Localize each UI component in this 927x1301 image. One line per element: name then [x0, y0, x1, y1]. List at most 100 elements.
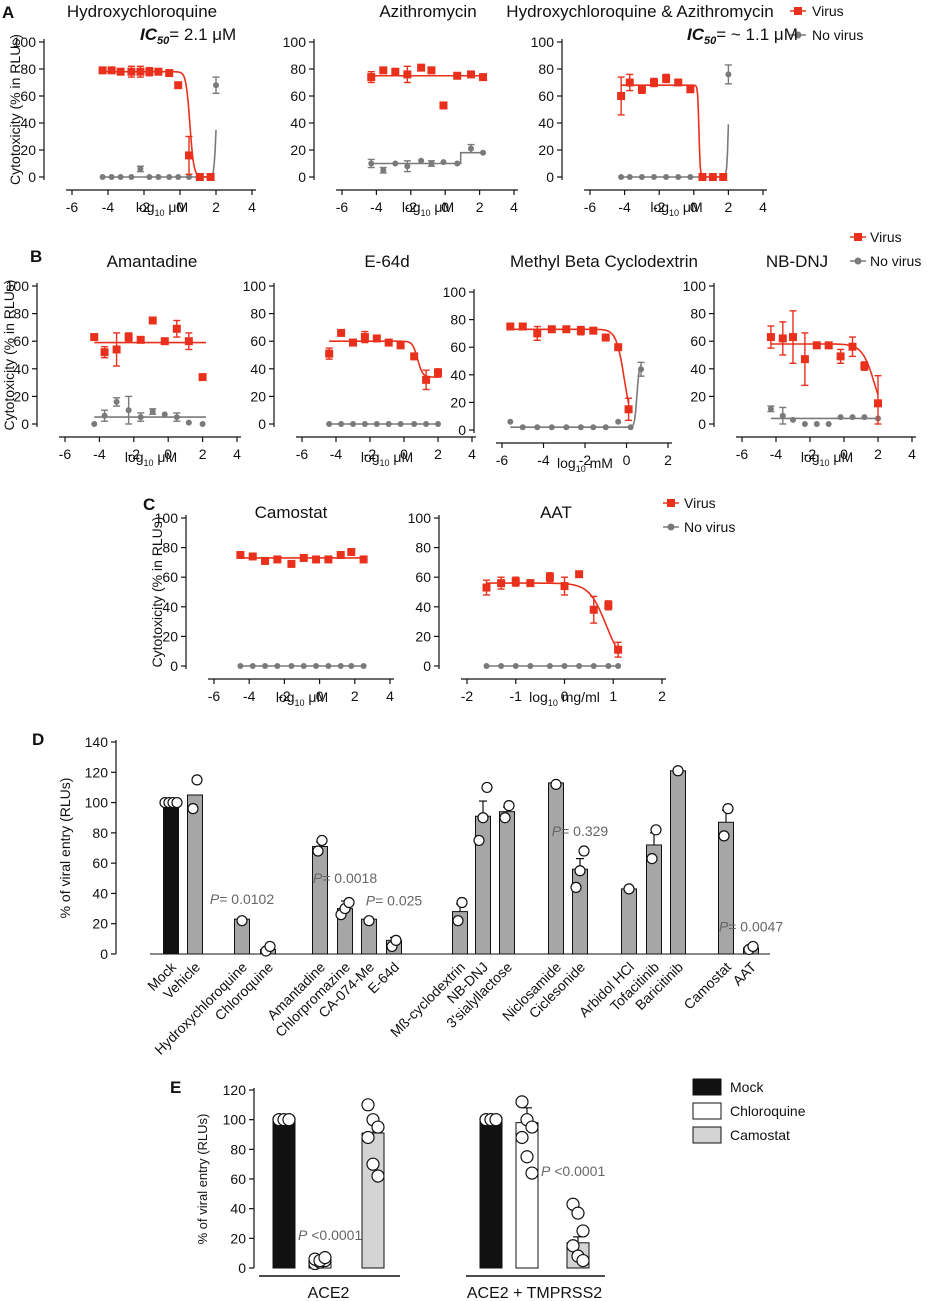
no-virus-point: [155, 174, 162, 180]
no-virus-point: [605, 663, 612, 669]
legend-c: Virus No virus: [663, 495, 735, 535]
no-virus-point: [199, 421, 206, 427]
virus-point: [100, 348, 109, 357]
virus-point: [547, 325, 556, 334]
y-tick-label: 100: [683, 278, 707, 294]
legend-a: Virus No virus: [790, 3, 863, 43]
y-tick-label: 100: [13, 34, 37, 50]
x-tick-label: -4: [102, 199, 115, 215]
y-tick-label: 40: [415, 599, 431, 615]
chart-title: Hydroxychloroquine & Azithromycin: [506, 2, 773, 21]
y-tick-label: 0: [21, 416, 29, 432]
virus-point: [248, 552, 257, 561]
virus-point: [359, 555, 368, 564]
no-virus-point: [507, 418, 514, 425]
y-tick-label: 60: [230, 1171, 246, 1187]
virus-point: [662, 74, 671, 83]
virus-point: [427, 66, 436, 75]
legend-e-mock-label: Mock: [730, 1079, 764, 1095]
y-axis-label: Cytotoxicity (% in RLUs): [149, 517, 165, 668]
data-point: [456, 896, 468, 909]
data-point: [171, 796, 183, 809]
no-virus-point: [385, 421, 392, 427]
no-virus-point: [128, 174, 135, 180]
x-tick-label: 0: [400, 446, 408, 462]
chart-3: 0 20 40 60 80 100 -6 -4 -2 0 2 4 log10 μM Hydroxychlo…: [506, 2, 798, 218]
no-virus-point: [837, 414, 844, 421]
data-point: [191, 774, 203, 786]
virus-point: [360, 333, 369, 342]
y-tick-label: 60: [162, 569, 178, 585]
virus-point: [154, 67, 163, 76]
no-virus-point: [651, 174, 658, 180]
no-virus-point: [113, 398, 120, 405]
no-virus-point: [213, 82, 219, 89]
virus-point: [453, 71, 462, 80]
no-virus-point: [423, 421, 430, 427]
no-virus-point: [602, 424, 609, 431]
virus-point: [160, 337, 169, 346]
y-tick-label: 60: [538, 88, 554, 104]
x-tick-label: 2: [434, 446, 442, 462]
bar: [621, 888, 637, 955]
y-tick-label: 40: [13, 361, 29, 377]
chart-title: NB-DNJ: [766, 252, 828, 271]
no-virus-point: [548, 424, 555, 431]
data-point: [366, 1157, 380, 1171]
legend-e-chloroquine-swatch: [692, 1102, 722, 1120]
x-tick-label: 0: [623, 452, 631, 468]
no-virus-point: [725, 71, 732, 78]
virus-point: [562, 325, 571, 334]
virus-fit-curve: [486, 582, 619, 651]
data-point: [650, 824, 662, 836]
virus-point: [637, 85, 646, 94]
x-tick-label: 0: [441, 199, 449, 215]
x-tick-label: -2: [579, 452, 592, 468]
x-tick-label: -2: [804, 446, 817, 462]
bar: [670, 770, 686, 955]
no-virus-point: [108, 174, 115, 180]
y-tick-label: 20: [162, 628, 178, 644]
no-virus-point: [237, 663, 244, 669]
y-tick-label: 80: [290, 61, 306, 77]
virus-point: [518, 322, 527, 331]
virus-point: [410, 352, 419, 361]
chart-1: 0 20 40 60 80 100 -6 -4 -2 0 2 4 log10 μM Hydroxychlo…: [7, 2, 256, 218]
no-virus-point: [313, 663, 320, 669]
virus-point: [614, 343, 623, 352]
x-tick-label: 2: [725, 199, 733, 215]
y-axis-label: Cytotoxicity (% in RLUs): [1, 280, 17, 431]
y-tick-label: 100: [155, 510, 179, 526]
virus-point: [506, 322, 515, 331]
no-virus-point: [325, 663, 332, 669]
x-tick-label: -4: [537, 452, 550, 468]
x-tick-label: 1: [609, 688, 617, 704]
x-tick-label: -6: [496, 452, 509, 468]
x-tick-label: -2: [278, 688, 291, 704]
y-tick-label: 80: [230, 1141, 246, 1157]
y-tick-label: 0: [258, 416, 266, 432]
x-tick-label: -2: [364, 446, 377, 462]
chart-d: 0 20 40 60 80 100 120 140 % of viral entry (RLUs…: [57, 734, 783, 1058]
x-tick-label: 4: [908, 446, 916, 462]
bar: [515, 1122, 539, 1269]
legend-e-camostat-label: Camostat: [730, 1127, 790, 1143]
no-virus-point: [161, 411, 168, 418]
x-tick-label: -4: [370, 199, 383, 215]
virus-point: [384, 338, 393, 347]
no-virus-fit-curve: [510, 364, 642, 428]
x-tick-label: -2: [653, 199, 666, 215]
no-virus-point: [146, 174, 153, 180]
legend-a-virus-label: Virus: [812, 3, 844, 19]
virus-point: [107, 66, 116, 75]
no-virus-point: [173, 414, 180, 421]
virus-point: [145, 67, 154, 76]
data-point: [264, 940, 276, 953]
no-virus-point: [397, 421, 404, 427]
no-virus-point: [125, 407, 132, 414]
x-tick-label: 2: [351, 688, 359, 704]
chart-title: Camostat: [255, 503, 328, 522]
x-tick-label: -2: [405, 199, 418, 215]
panel-label-a: A: [2, 3, 14, 22]
